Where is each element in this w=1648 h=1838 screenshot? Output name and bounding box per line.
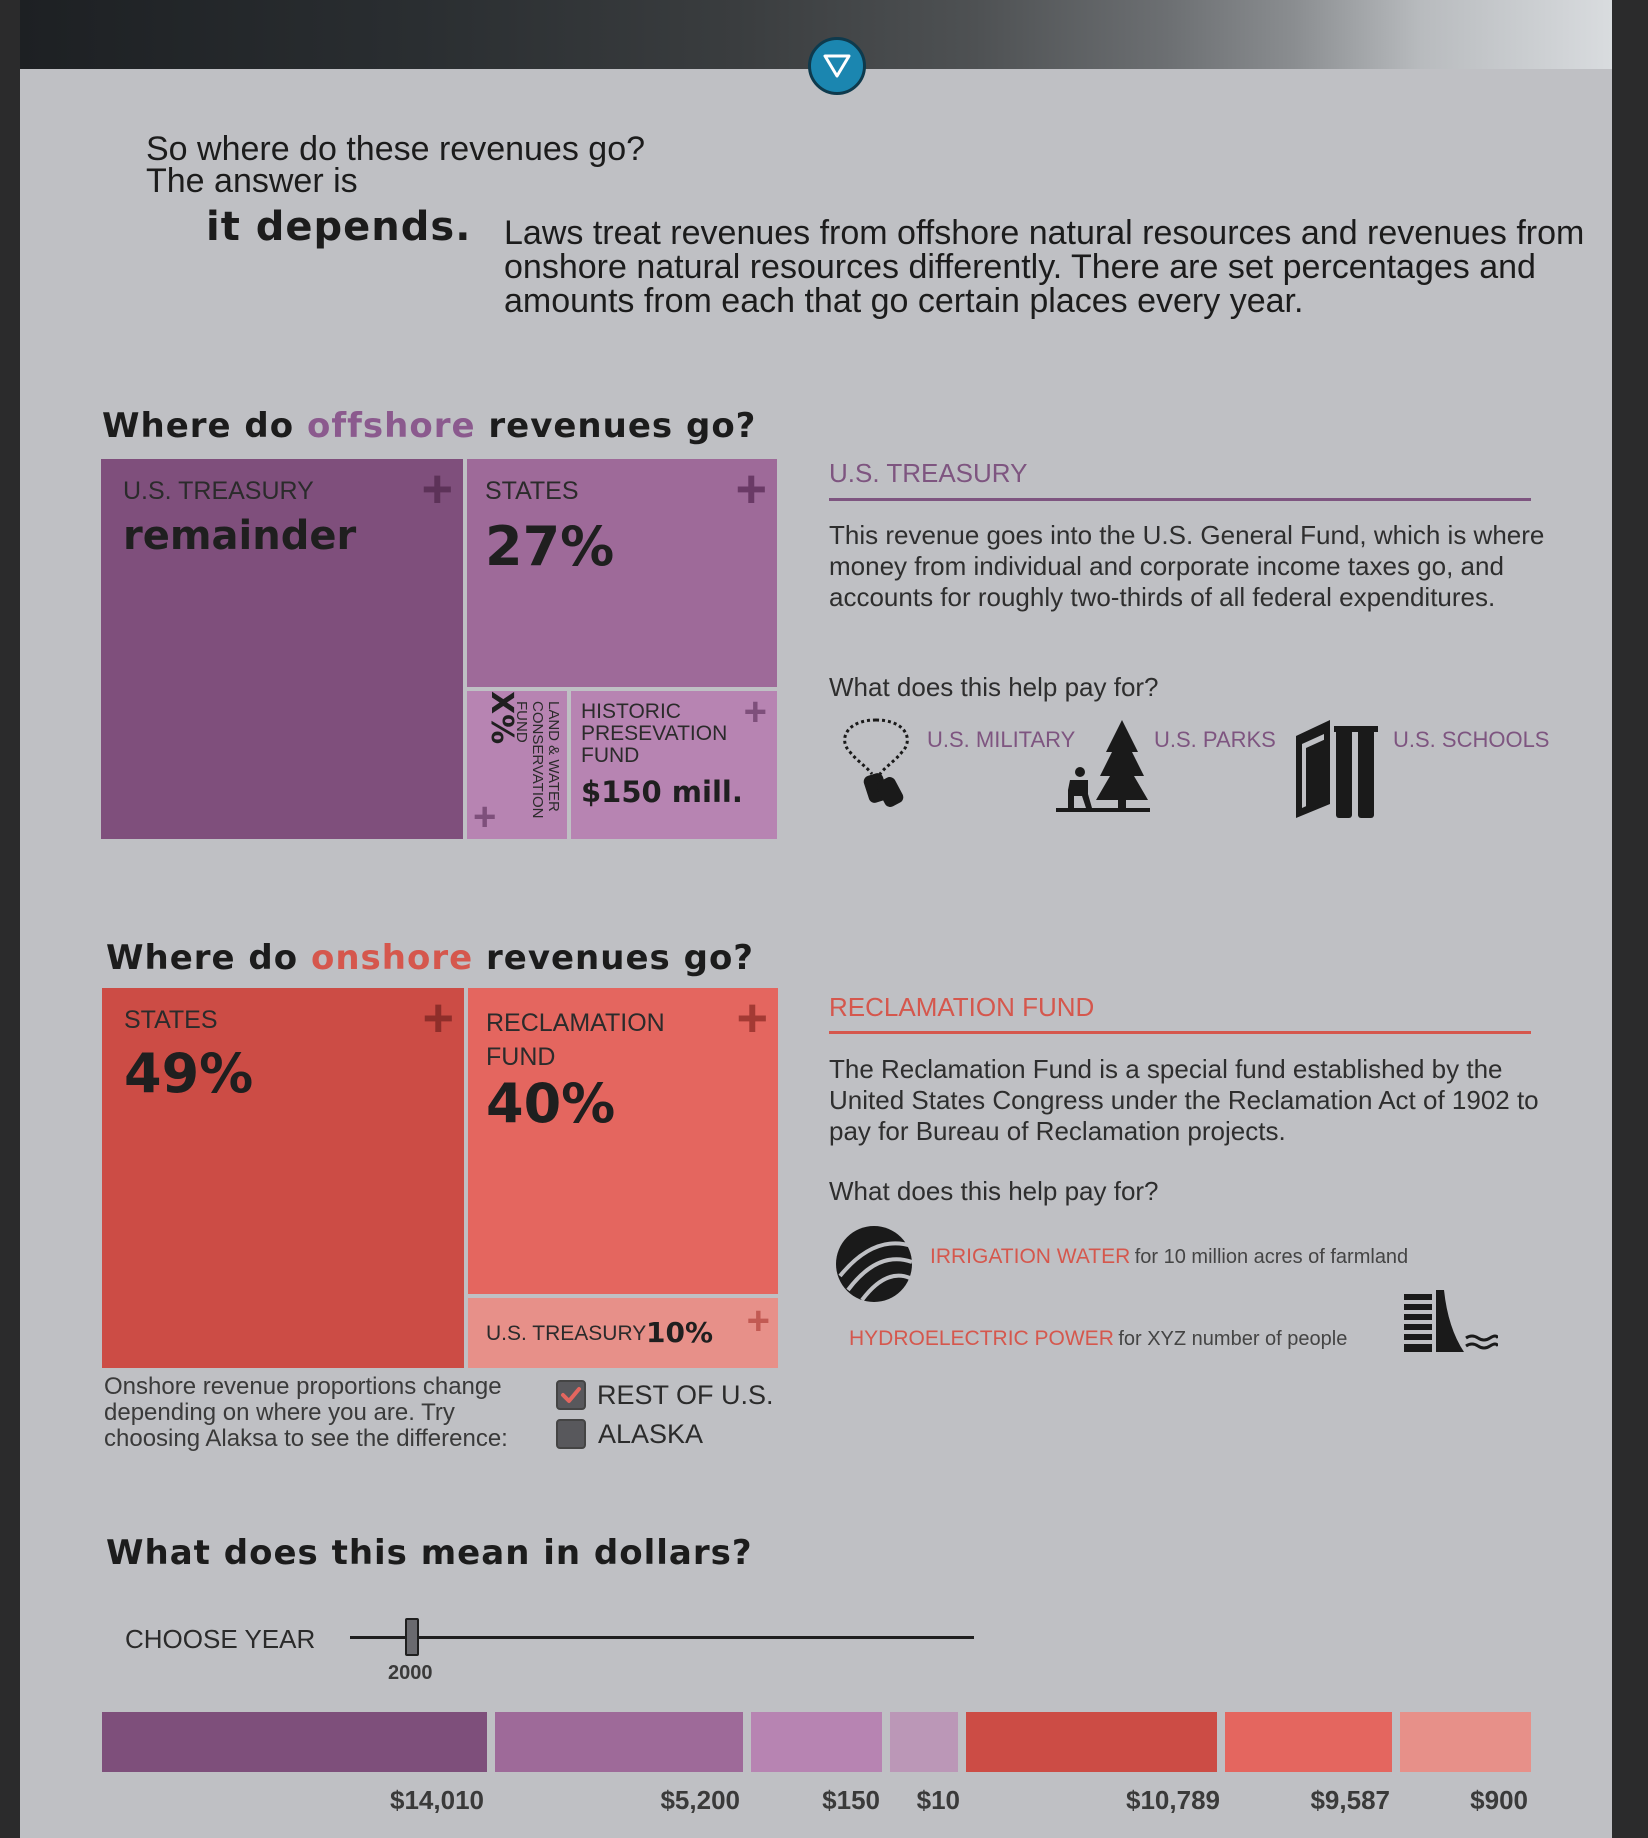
choose-year-label: CHOOSE YEAR — [125, 1624, 316, 1654]
dog-tags-icon — [843, 718, 909, 807]
dollar-segment-2 — [495, 1712, 743, 1772]
dollar-value-1: $14,010 — [390, 1785, 484, 1815]
irrigation-desc: for 10 million acres of farmland — [1134, 1246, 1409, 1268]
offshore-item-parks: U.S. PARKS — [1154, 727, 1276, 752]
onshore-box-states[interactable]: STATES 49% + — [102, 988, 464, 1368]
expand-plus-icon[interactable]: + — [473, 795, 497, 839]
offshore-info-title: U.S. TREASURY — [829, 458, 1028, 488]
dollar-segment-6 — [1225, 1712, 1392, 1772]
irrigation-line: IRRIGATION WATER for 10 million acres of… — [930, 1245, 1408, 1269]
dollar-segment-4 — [890, 1712, 958, 1772]
year-slider-handle[interactable] — [405, 1618, 419, 1656]
rest-of-us-label[interactable]: REST OF U.S. — [597, 1380, 774, 1410]
onshore-box-treasury[interactable]: U.S. TREASURY 10% + — [468, 1298, 778, 1368]
irrigation-icon — [836, 1226, 913, 1302]
offshore-info-rule — [829, 498, 1531, 501]
expand-plus-icon[interactable]: + — [735, 459, 767, 519]
books-icon — [1296, 720, 1378, 818]
offshore-item-schools: U.S. SCHOOLS — [1393, 727, 1550, 752]
alaska-checkbox[interactable] — [556, 1419, 586, 1449]
expand-plus-icon[interactable]: + — [736, 988, 768, 1048]
offshore-info-question: What does this help pay for? — [829, 672, 1159, 702]
year-slider-value: 2000 — [388, 1662, 433, 1684]
offshore-box-land-water[interactable]: X% LAND & WATER CONSERVATION FUND + — [467, 691, 567, 839]
onshore-accent: onshore — [310, 938, 474, 978]
onshore-title: Where do onshore revenues go? — [106, 938, 755, 978]
intro-body: Laws treat revenues from offshore natura… — [504, 214, 1585, 320]
expand-plus-icon[interactable]: + — [421, 459, 453, 519]
offshore-item-military: U.S. MILITARY — [927, 727, 1076, 752]
offshore-title: Where do offshore revenues go? — [102, 406, 757, 446]
checkmark-icon — [561, 1387, 581, 1403]
hydro-line: HYDROELECTRIC POWER for XYZ number of pe… — [849, 1327, 1347, 1351]
dam-icon — [1404, 1290, 1498, 1352]
dollar-value-7: $900 — [1470, 1785, 1528, 1815]
expand-plus-icon[interactable]: + — [422, 988, 454, 1048]
dollar-segment-5 — [966, 1712, 1217, 1772]
offshore-box-historic[interactable]: HISTORIC PRESEVATION FUND $150 mill. + — [571, 691, 777, 839]
onshore-info-rule — [829, 1031, 1531, 1034]
onshore-info-title: RECLAMATION FUND — [829, 992, 1095, 1022]
onshore-box-reclamation[interactable]: RECLAMATION FUND 40% + — [468, 988, 778, 1294]
tree-icon — [1056, 720, 1150, 812]
onshore-note: Onshore revenue proportions change depen… — [104, 1373, 508, 1452]
content-panel — [20, 69, 1612, 1838]
year-slider-track[interactable] — [350, 1636, 974, 1639]
hydro-desc: for XYZ number of people — [1118, 1328, 1348, 1350]
dollar-segment-1 — [102, 1712, 487, 1772]
triangle-down-icon — [823, 54, 851, 78]
dollar-segment-7 — [1400, 1712, 1531, 1772]
intro-emphasis: it depends. — [206, 204, 472, 250]
alaska-label[interactable]: ALASKA — [598, 1419, 704, 1449]
dollar-value-6: $9,587 — [1310, 1785, 1390, 1815]
dollar-value-2: $5,200 — [660, 1785, 740, 1815]
scroll-down-button[interactable] — [808, 37, 866, 95]
intro-line-2: The answer is — [146, 162, 358, 200]
dollar-segment-3 — [751, 1712, 882, 1772]
hydro-label: HYDROELECTRIC POWER — [849, 1327, 1114, 1350]
offshore-info-body: This revenue goes into the U.S. General … — [829, 520, 1545, 612]
irrigation-label: IRRIGATION WATER — [930, 1245, 1131, 1268]
expand-plus-icon[interactable]: + — [743, 690, 767, 734]
onshore-info-question: What does this help pay for? — [829, 1176, 1159, 1206]
dollar-value-5: $10,789 — [1126, 1785, 1220, 1815]
offshore-accent: offshore — [306, 406, 476, 446]
expand-plus-icon[interactable]: + — [746, 1299, 770, 1343]
onshore-info-body: The Reclamation Fund is a special fund e… — [829, 1054, 1539, 1146]
dollar-value-3: $150 — [822, 1785, 880, 1815]
dollar-value-4: $10 — [916, 1785, 960, 1815]
offshore-box-treasury[interactable]: U.S. TREASURY remainder + — [101, 459, 463, 839]
intro-line-1: So where do these revenues go? — [146, 130, 646, 168]
dollars-title: What does this mean in dollars? — [106, 1533, 753, 1573]
offshore-box-states[interactable]: STATES 27% + — [467, 459, 777, 687]
rest-of-us-checkbox[interactable] — [556, 1380, 586, 1410]
